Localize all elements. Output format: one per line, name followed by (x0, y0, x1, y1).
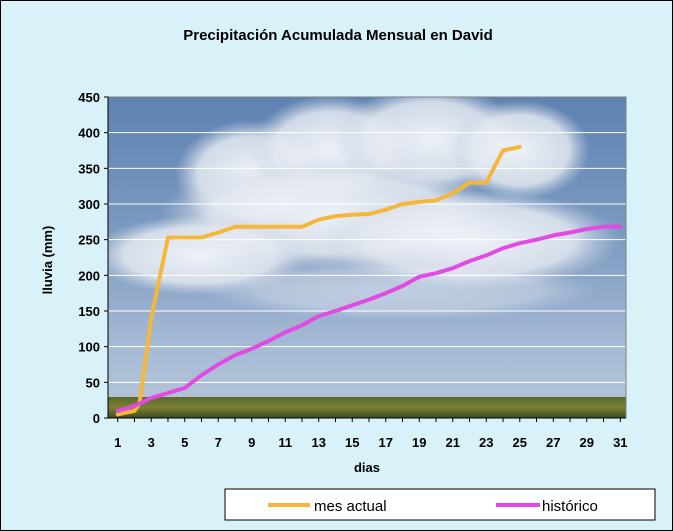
x-tick-label: 25 (513, 435, 527, 450)
x-tick-label: 27 (546, 435, 560, 450)
x-tick-label: 17 (379, 435, 393, 450)
x-tick-label: 19 (412, 435, 426, 450)
y-tick-label: 50 (86, 375, 100, 390)
chart-title: Precipitación Acumulada Mensual en David (183, 27, 493, 44)
x-tick-label: 31 (613, 435, 627, 450)
x-tick-label: 9 (248, 435, 255, 450)
x-tick-label: 11 (278, 435, 292, 450)
x-tick-label: 29 (580, 435, 594, 450)
y-tick-label: 200 (78, 268, 100, 283)
x-tick-label: 23 (479, 435, 493, 450)
series-line-mes-actual (115, 144, 522, 417)
series-line-historico (115, 224, 623, 413)
y-tick-label: 350 (78, 161, 100, 176)
x-tick-label: 1 (114, 435, 121, 450)
series-lines (115, 144, 623, 417)
y-tick-label: 450 (78, 90, 100, 105)
legend: mes actual histórico (224, 488, 656, 521)
y-tick-label: 100 (78, 340, 100, 355)
legend-label-historico: histórico (542, 498, 598, 515)
x-axis-label: dias (354, 460, 380, 475)
y-tick-label: 250 (78, 233, 100, 248)
y-tick-label: 400 (78, 126, 100, 141)
x-tick-label: 21 (446, 435, 460, 450)
y-tick-label: 0 (93, 411, 100, 426)
plot-background-photo (108, 97, 626, 418)
x-tick-label: 15 (345, 435, 359, 450)
x-tick-label: 5 (181, 435, 188, 450)
y-axis-ticks: 0 50 100 150 200 250 300 350 400 450 (78, 90, 108, 426)
y-tick-label: 150 (78, 304, 100, 319)
x-tick-label: 3 (148, 435, 155, 450)
x-axis-ticks: 1 3 5 7 9 11 13 15 17 19 21 23 25 27 29 31 (114, 418, 628, 450)
y-axis-label: lluvia (mm) (40, 226, 55, 295)
legend-label-mes-actual: mes actual (314, 498, 387, 515)
x-tick-label: 7 (215, 435, 222, 450)
x-tick-label: 13 (312, 435, 326, 450)
y-tick-label: 300 (78, 197, 100, 212)
